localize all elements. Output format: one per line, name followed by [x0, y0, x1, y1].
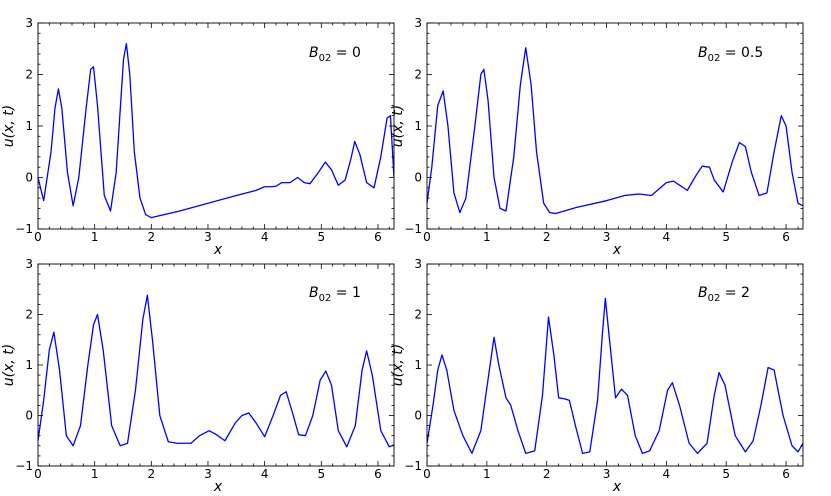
panel-annotation: B02 = 0.5	[698, 45, 763, 64]
x-tick-label: 0	[423, 230, 431, 244]
series-line	[427, 47, 803, 215]
y-tick-label: 1	[414, 358, 422, 372]
y-axis-label: u(x, t)	[390, 344, 406, 386]
x-tick-label: 4	[663, 467, 671, 481]
x-axis-label: x	[612, 242, 622, 258]
y-axis-label: u(x, t)	[390, 105, 406, 147]
series-line	[38, 294, 394, 448]
y-tick-label: 1	[414, 119, 422, 133]
tick-marks	[426, 263, 803, 467]
y-tick-label: 0	[25, 409, 33, 423]
y-tick-label: −1	[404, 459, 422, 473]
x-tick-label: 3	[603, 230, 611, 244]
y-tick-label: −1	[15, 222, 33, 236]
x-tick-label: 0	[34, 467, 42, 481]
x-tick-label: 1	[483, 230, 491, 244]
x-tick-label: 2	[148, 230, 156, 244]
x-tick-label: 4	[261, 467, 269, 481]
x-tick-label: 2	[543, 467, 551, 481]
y-tick-label: 1	[25, 119, 33, 133]
y-tick-label: 3	[414, 16, 422, 30]
x-tick-label: 1	[91, 467, 99, 481]
y-tick-label: 2	[414, 308, 422, 322]
x-axis-label: x	[213, 242, 223, 258]
y-tick-label: −1	[15, 459, 33, 473]
y-axis-label: u(x, t)	[1, 105, 17, 147]
tick-marks	[37, 22, 394, 230]
y-tick-label: 2	[25, 308, 33, 322]
y-tick-label: 0	[414, 171, 422, 185]
y-tick-label: 0	[25, 171, 33, 185]
y-tick-label: 1	[25, 358, 33, 372]
x-tick-label: 2	[543, 230, 551, 244]
x-tick-label: 6	[374, 467, 382, 481]
y-tick-label: 2	[414, 68, 422, 82]
x-axis-label: x	[213, 479, 223, 495]
x-tick-label: 6	[374, 230, 382, 244]
series-line	[38, 42, 394, 219]
panel-annotation: B02 = 2	[698, 285, 750, 304]
x-tick-label: 3	[204, 230, 212, 244]
x-tick-label: 4	[663, 230, 671, 244]
x-tick-label: 1	[483, 467, 491, 481]
y-tick-label: 2	[25, 68, 33, 82]
x-tick-label: 5	[317, 467, 325, 481]
x-tick-label: 6	[782, 467, 790, 481]
y-tick-label: 3	[25, 16, 33, 30]
x-tick-label: 0	[423, 467, 431, 481]
y-tick-label: −1	[404, 222, 422, 236]
x-tick-label: 1	[91, 230, 99, 244]
x-tick-label: 3	[204, 467, 212, 481]
x-tick-label: 5	[722, 230, 730, 244]
x-tick-label: 0	[34, 230, 42, 244]
x-tick-label: 6	[782, 230, 790, 244]
panel-annotation: B02 = 0	[309, 45, 361, 64]
y-tick-label: 3	[25, 257, 33, 271]
x-tick-label: 4	[261, 230, 269, 244]
y-tick-label: 3	[414, 257, 422, 271]
tick-marks	[37, 263, 394, 467]
x-axis-label: x	[612, 479, 622, 495]
series-line	[427, 297, 803, 455]
x-tick-label: 5	[722, 467, 730, 481]
x-tick-label: 2	[148, 467, 156, 481]
y-tick-label: 0	[414, 409, 422, 423]
x-tick-label: 5	[317, 230, 325, 244]
tick-marks	[426, 22, 803, 230]
x-tick-label: 3	[603, 467, 611, 481]
y-axis-label: u(x, t)	[1, 344, 17, 386]
panel-annotation: B02 = 1	[309, 285, 361, 304]
